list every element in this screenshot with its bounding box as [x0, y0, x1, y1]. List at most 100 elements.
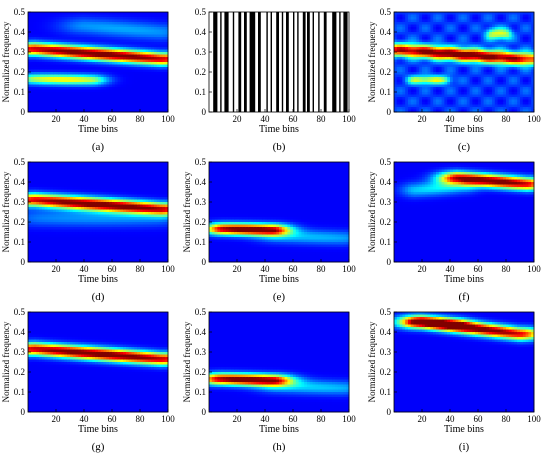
y-axis-label: Normalized frequency — [1, 171, 11, 252]
panel-i: 0 0.1 0.2 0.3 0.4 0.5 20 40 60 80 100 Time bins Norm… — [367, 307, 541, 453]
y-tick-label: 0 — [387, 107, 392, 117]
y-tick-label: 0.1 — [14, 237, 25, 247]
y-tick-label: 0.1 — [195, 237, 206, 247]
mask-stripe — [281, 12, 284, 112]
mask-stripe — [293, 12, 295, 112]
panel-caption: (a) — [92, 141, 105, 153]
x-tick-label: 80 — [502, 414, 512, 424]
x-tick-label: 100 — [342, 264, 356, 274]
panel-b: 0 0.1 0.2 0.3 0.4 0.5 20 40 60 80 100 Time bins (b) — [195, 7, 357, 153]
mask-image — [209, 12, 349, 112]
mask-stripe — [339, 12, 341, 112]
x-axis-label: Time bins — [444, 424, 484, 435]
x-tick-label: 20 — [233, 414, 243, 424]
y-tick-label: 0.2 — [195, 67, 206, 77]
x-tick-label: 20 — [233, 264, 243, 274]
mask-stripe — [220, 12, 222, 112]
y-tick-label: 0.5 — [380, 7, 392, 17]
x-tick-label: 100 — [161, 264, 175, 274]
y-tick-label: 0.4 — [14, 27, 26, 37]
x-tick-label: 20 — [418, 264, 428, 274]
x-tick-label: 80 — [136, 264, 146, 274]
panel-g: 0 0.1 0.2 0.3 0.4 0.5 20 40 60 80 100 Time bins Norm… — [1, 307, 175, 453]
panel-d: 0 0.1 0.2 0.3 0.4 0.5 20 40 60 80 100 Time bins Norm… — [1, 157, 175, 303]
y-tick-label: 0.4 — [195, 177, 207, 187]
y-tick-label: 0 — [202, 107, 207, 117]
x-axis-label: Time bins — [259, 124, 299, 135]
y-tick-label: 0.4 — [195, 27, 207, 37]
x-tick-label: 80 — [317, 264, 327, 274]
x-tick-label: 20 — [233, 114, 243, 124]
y-tick-label: 0.2 — [380, 217, 391, 227]
y-tick-label: 0.5 — [380, 157, 392, 167]
x-tick-label: 20 — [52, 114, 62, 124]
y-tick-label: 0.4 — [380, 327, 392, 337]
y-tick-label: 0.3 — [14, 47, 26, 57]
x-tick-label: 40 — [446, 114, 456, 124]
y-axis-label: Normalized frequency — [367, 21, 377, 102]
panel-f: 0 0.1 0.2 0.3 0.4 0.5 20 40 60 80 100 Time bins Norm… — [367, 157, 541, 303]
y-tick-label: 0.1 — [380, 387, 391, 397]
y-axis-label: Normalized frequency — [1, 321, 11, 402]
y-axis-label: Normalized frequency — [367, 171, 377, 252]
y-tick-label: 0.4 — [380, 177, 392, 187]
x-tick-label: 40 — [80, 414, 90, 424]
y-tick-label: 0.3 — [380, 47, 392, 57]
tfd-heatmap — [209, 312, 350, 413]
y-axis-label: Normalized frequency — [1, 21, 11, 102]
y-tick-label: 0 — [21, 107, 26, 117]
x-tick-label: 40 — [80, 264, 90, 274]
panel-caption: (h) — [273, 441, 286, 453]
y-axis-label: Normalized frequency — [367, 321, 377, 402]
x-tick-label: 100 — [527, 114, 541, 124]
x-tick-label: 80 — [136, 114, 146, 124]
panel-c: 0 0.1 0.2 0.3 0.4 0.5 20 40 60 80 100 Time bins Norm… — [367, 7, 541, 153]
y-tick-label: 0.5 — [14, 307, 26, 317]
x-tick-label: 60 — [108, 414, 118, 424]
x-tick-label: 100 — [342, 114, 356, 124]
mask-stripe — [286, 12, 289, 112]
y-tick-label: 0.1 — [195, 387, 206, 397]
x-tick-label: 60 — [289, 264, 299, 274]
tfd-heatmap — [209, 162, 350, 263]
x-tick-label: 40 — [446, 264, 456, 274]
x-tick-label: 80 — [136, 414, 146, 424]
y-tick-label: 0.5 — [195, 7, 207, 17]
mask-stripe — [258, 12, 261, 112]
x-tick-label: 60 — [474, 264, 484, 274]
x-tick-label: 100 — [527, 414, 541, 424]
x-axis-label: Time bins — [78, 124, 118, 135]
x-tick-label: 80 — [502, 114, 512, 124]
panel-caption: (d) — [92, 291, 105, 303]
x-axis-label: Time bins — [78, 274, 118, 285]
y-tick-label: 0.3 — [14, 347, 26, 357]
x-tick-label: 20 — [418, 414, 428, 424]
panel-caption: (g) — [92, 441, 105, 453]
plot-frame — [27, 161, 169, 263]
y-tick-label: 0.3 — [14, 197, 26, 207]
y-tick-label: 0.3 — [380, 197, 392, 207]
mask-stripe — [270, 12, 272, 112]
x-tick-label: 60 — [289, 414, 299, 424]
y-tick-label: 0.5 — [14, 7, 26, 17]
y-tick-label: 0.3 — [195, 47, 207, 57]
x-tick-label: 80 — [317, 114, 327, 124]
x-axis-label: Time bins — [259, 274, 299, 285]
y-tick-label: 0.1 — [380, 87, 391, 97]
x-axis-label: Time bins — [444, 274, 484, 285]
x-tick-label: 60 — [474, 414, 484, 424]
mask-stripe — [318, 12, 320, 112]
y-tick-label: 0.4 — [380, 27, 392, 37]
x-tick-label: 40 — [261, 414, 271, 424]
plot-frame — [208, 11, 350, 113]
y-tick-label: 0.2 — [14, 217, 25, 227]
panel-h: 0 0.1 0.2 0.3 0.4 0.5 20 40 60 80 100 Time bins Norm… — [182, 307, 356, 453]
mask-stripe — [276, 12, 279, 112]
y-tick-label: 0.2 — [195, 217, 206, 227]
y-tick-label: 0.2 — [380, 367, 391, 377]
y-tick-label: 0.5 — [195, 307, 207, 317]
x-tick-label: 60 — [108, 264, 118, 274]
x-tick-label: 80 — [502, 264, 512, 274]
x-tick-label: 100 — [527, 264, 541, 274]
y-tick-label: 0 — [387, 407, 392, 417]
